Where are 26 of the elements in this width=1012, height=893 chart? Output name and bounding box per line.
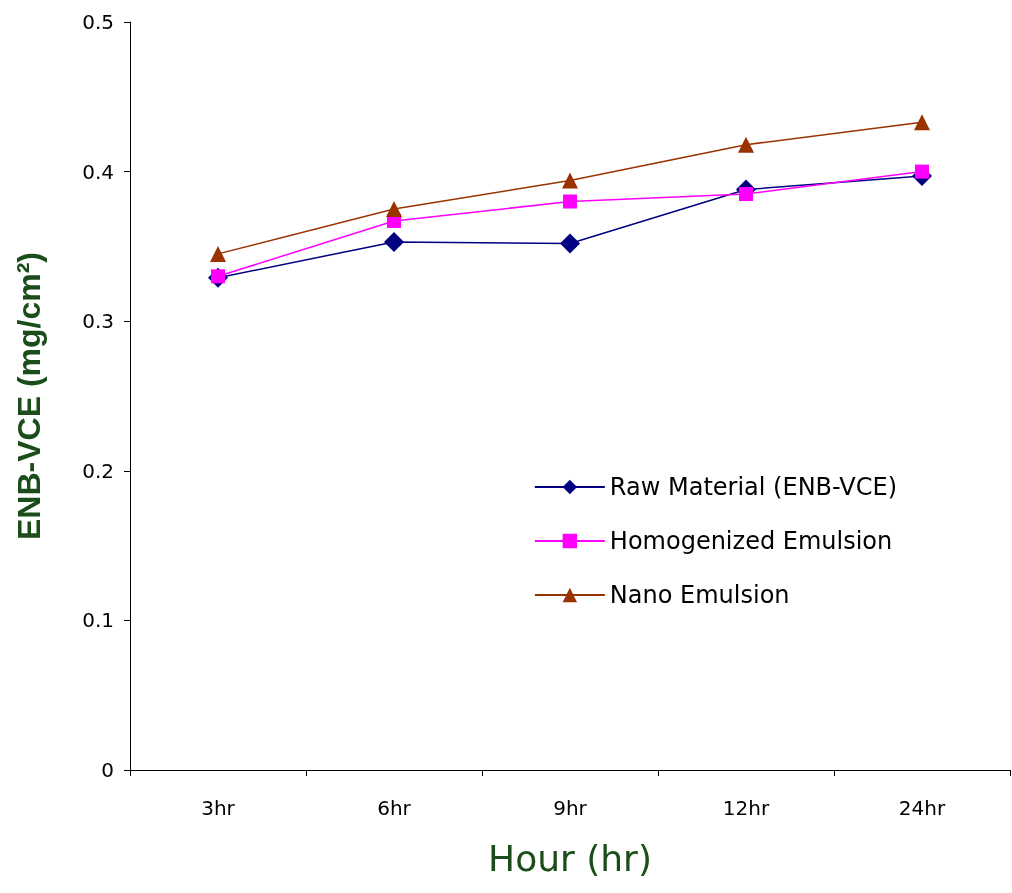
point — [560, 233, 580, 254]
y-tick-label: 0.4 — [82, 159, 114, 184]
x-tick-label: 3hr — [201, 796, 236, 820]
y-tick-label: 0 — [101, 758, 114, 782]
legend-label: Nano Emulsion — [609, 581, 790, 609]
point — [384, 231, 404, 252]
x-axis-title: Hour (hr) — [488, 837, 652, 879]
point — [563, 194, 577, 209]
point — [210, 245, 226, 262]
point — [386, 201, 402, 217]
y-axis-title: ENB-VCE (mg/cm²) — [11, 251, 47, 541]
y-tick-label: 0.2 — [82, 458, 114, 483]
y-tick-label: 0.3 — [82, 309, 114, 334]
x-tick-label: 9hr — [553, 796, 588, 820]
point — [738, 136, 754, 153]
legend-label: Raw Material (ENB-VCE) — [609, 473, 898, 501]
point — [914, 114, 930, 131]
x-tick-label: 6hr — [377, 796, 412, 820]
point — [562, 172, 578, 189]
point — [915, 164, 929, 179]
y-tick-label: 0.1 — [82, 608, 114, 633]
legend-label: Homogenized Emulsion — [609, 527, 893, 555]
y-tick-label: 0.5 — [82, 10, 114, 34]
point — [739, 187, 753, 202]
x-tick-label: 12hr — [722, 796, 770, 820]
x-tick-label: 24hr — [898, 796, 946, 820]
